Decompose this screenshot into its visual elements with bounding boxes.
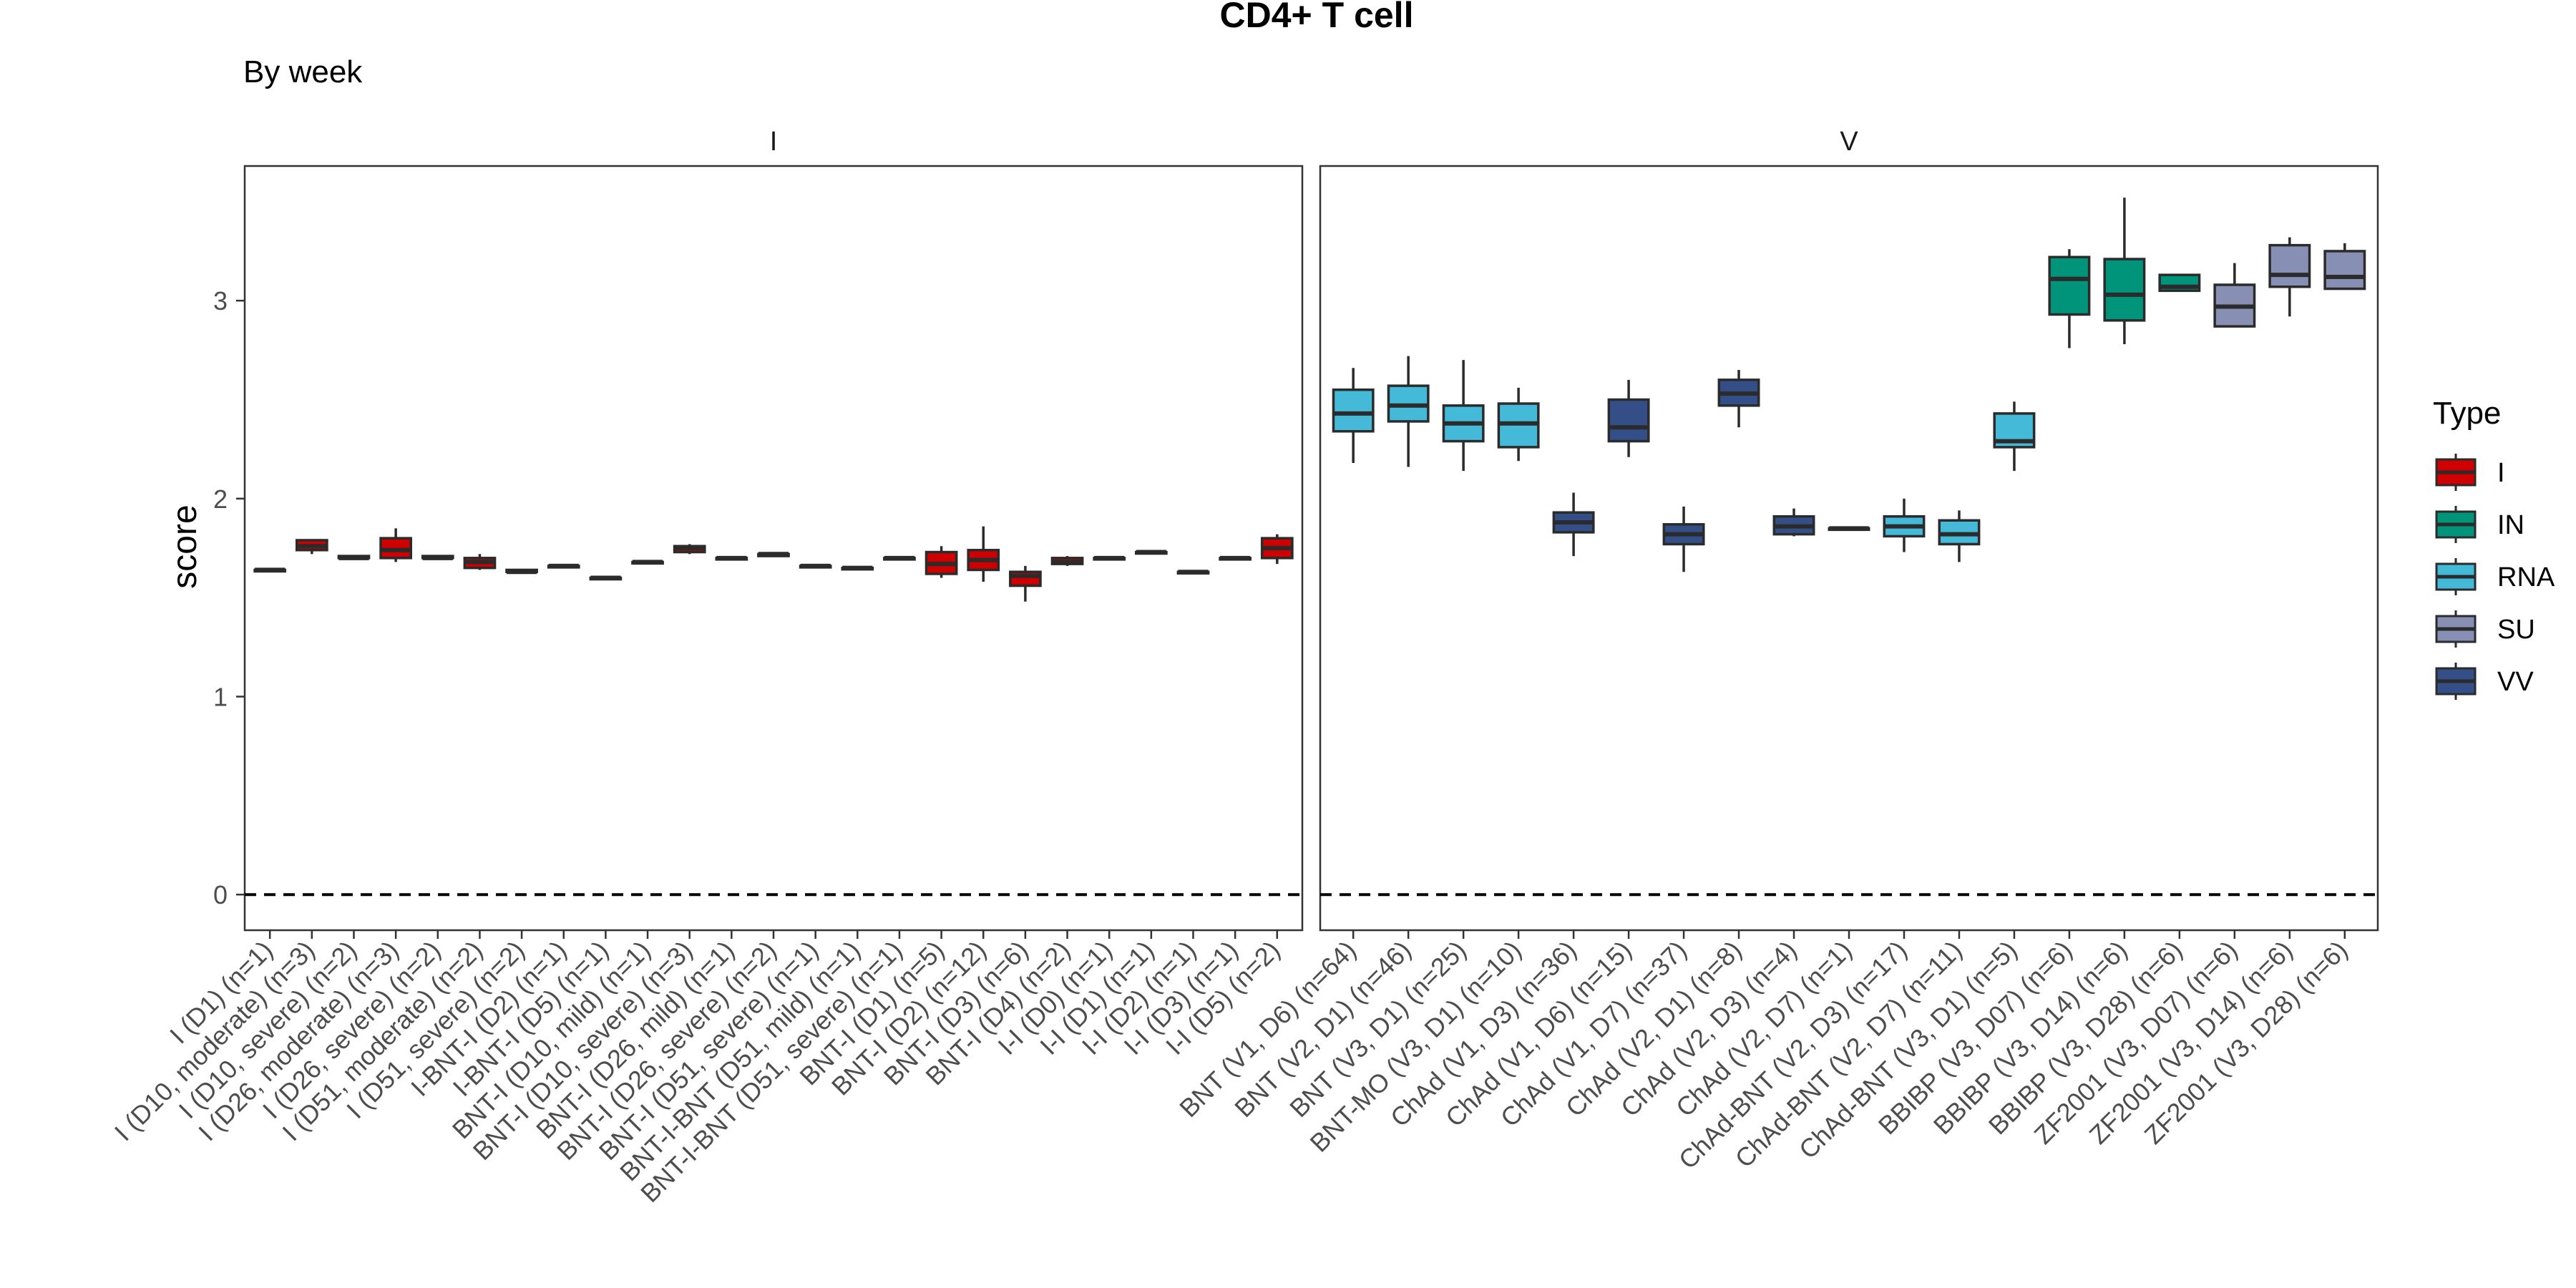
box-body [2103,258,2146,322]
y-tick-label: 3 [213,286,228,316]
legend-item-SU: SU [2435,610,2535,648]
y-axis-label: score [166,504,204,588]
chart-subtitle: By week [243,54,363,89]
box-BNT-MO (V3, D1) (n=10): BNT-MO (V3, D1) (n=10) [1304,387,1540,1158]
legend-label: VV [2497,667,2534,697]
legend-label: SU [2497,615,2535,645]
box-body [2268,243,2311,288]
legend-label: RNA [2497,562,2555,592]
y-tick-label: 1 [213,683,228,712]
legend-label: IN [2497,510,2524,540]
legend-item-I: I [2435,454,2505,491]
legend-label: I [2497,458,2505,488]
legend-item-IN: IN [2435,506,2524,543]
chart-title: CD4+ T cell [1220,0,1414,35]
panel-frame [1319,165,2379,932]
box-body [1607,398,1650,443]
y-tick-label: 0 [213,880,228,909]
y-tick-label: 2 [213,484,228,514]
legend: Type I IN RNA SU VV [2433,396,2555,700]
box-body [2048,255,2091,316]
legend-title: Type [2433,396,2501,431]
legend-item-VV: VV [2435,663,2534,700]
legend-item-RNA: RNA [2435,558,2555,595]
strip-label: I [770,127,778,157]
box-body [2323,250,2366,291]
strip-label: V [1840,127,1858,157]
box-body [1332,388,1375,433]
